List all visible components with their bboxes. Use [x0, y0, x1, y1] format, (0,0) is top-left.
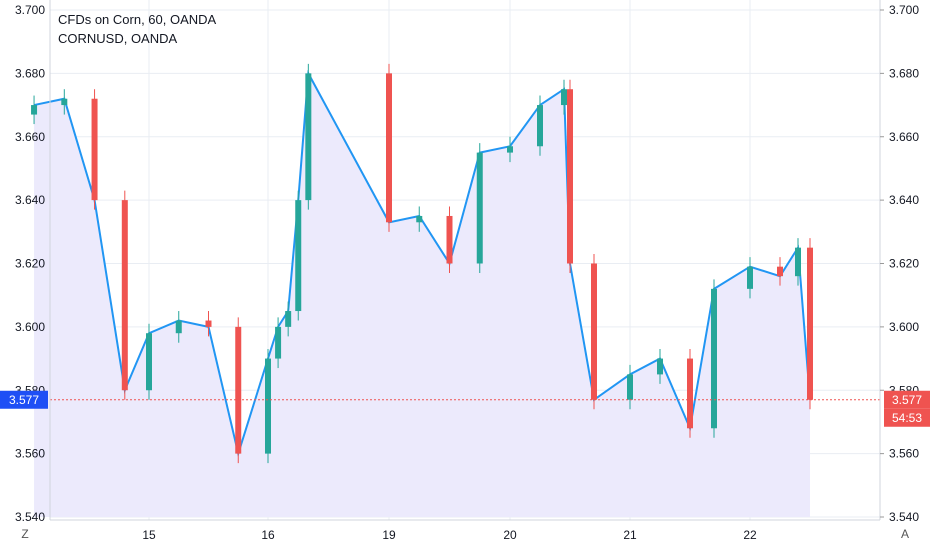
- candle-body: [235, 326, 242, 454]
- y-tick-label-left: 3.600: [15, 320, 45, 334]
- chart-legend: CFDs on Corn, 60, OANDA CORNUSD, OANDA: [58, 10, 216, 48]
- candle-body: [265, 358, 271, 454]
- y-tick-label-left: 3.660: [15, 130, 45, 144]
- y-tick-label-left: 3.540: [15, 510, 45, 524]
- candle-body: [476, 152, 483, 264]
- candle-body: [91, 98, 98, 201]
- candle-body: [275, 326, 282, 359]
- series-line: [33, 69, 811, 458]
- candle-body: [711, 288, 717, 429]
- candle-body: [657, 358, 663, 375]
- candle-body: [175, 320, 182, 334]
- y-tick-label-right: 3.620: [889, 257, 919, 271]
- y-tick-label-right: 3.540: [889, 510, 919, 524]
- x-tick-label: 15: [142, 528, 156, 542]
- candle-body: [591, 263, 597, 400]
- candle-body: [795, 247, 801, 277]
- x-tick-label: 21: [623, 528, 637, 542]
- y-tick-label-right: 3.700: [889, 3, 919, 17]
- legend-symbol: CORNUSD, OANDA: [58, 31, 178, 46]
- right-price-badge-text: 3.577: [892, 393, 922, 407]
- x-tick-label: 16: [261, 528, 275, 542]
- candle-body: [687, 358, 693, 429]
- line-area: [33, 69, 811, 517]
- right-price-badge: [884, 390, 930, 409]
- y-tick-label-left: 3.640: [15, 193, 45, 207]
- countdown-badge: [884, 408, 930, 427]
- candle-body: [146, 333, 152, 391]
- candle-body: [567, 89, 573, 264]
- y-tick-label-left: 3.680: [15, 66, 45, 80]
- candle-body: [747, 266, 753, 289]
- candle-body: [205, 320, 212, 327]
- y-tick-label-left: 3.620: [15, 257, 45, 271]
- candle-body: [386, 73, 392, 223]
- candle-body: [446, 215, 453, 264]
- left-scale-button[interactable]: Z: [21, 527, 29, 541]
- countdown-badge-text: 54:53: [892, 411, 922, 425]
- candle-body: [285, 311, 292, 327]
- candle-body: [121, 200, 128, 391]
- candle-body: [31, 105, 38, 115]
- x-tick-label: 22: [743, 528, 757, 542]
- y-tick-label-left: 3.560: [15, 447, 45, 461]
- left-price-badge-text: 3.577: [9, 393, 39, 407]
- y-tick-label-right: 3.600: [889, 320, 919, 334]
- y-tick-label-left: 3.700: [15, 3, 45, 17]
- x-tick-label: 20: [503, 528, 517, 542]
- candle-body: [627, 374, 633, 400]
- y-tick-label-right: 3.680: [889, 66, 919, 80]
- x-tick-label: 19: [382, 528, 396, 542]
- candle-body: [305, 73, 312, 201]
- candle-body: [807, 247, 813, 400]
- candles: [31, 63, 813, 464]
- candle-body: [61, 98, 68, 106]
- candle-body: [295, 200, 302, 312]
- legend-title: CFDs on Corn, 60, OANDA: [58, 12, 217, 27]
- y-tick-label-right: 3.560: [889, 447, 919, 461]
- series-area: [34, 73, 811, 517]
- candle-body: [561, 89, 567, 106]
- candle-body: [777, 266, 783, 277]
- y-tick-label-right: 3.660: [889, 130, 919, 144]
- auto-scale-button[interactable]: A: [900, 527, 909, 541]
- left-price-badge: [0, 390, 48, 409]
- candle-body: [507, 146, 513, 153]
- candle-body: [416, 215, 423, 223]
- y-tick-label-right: 3.640: [889, 193, 919, 207]
- candle-body: [537, 105, 543, 147]
